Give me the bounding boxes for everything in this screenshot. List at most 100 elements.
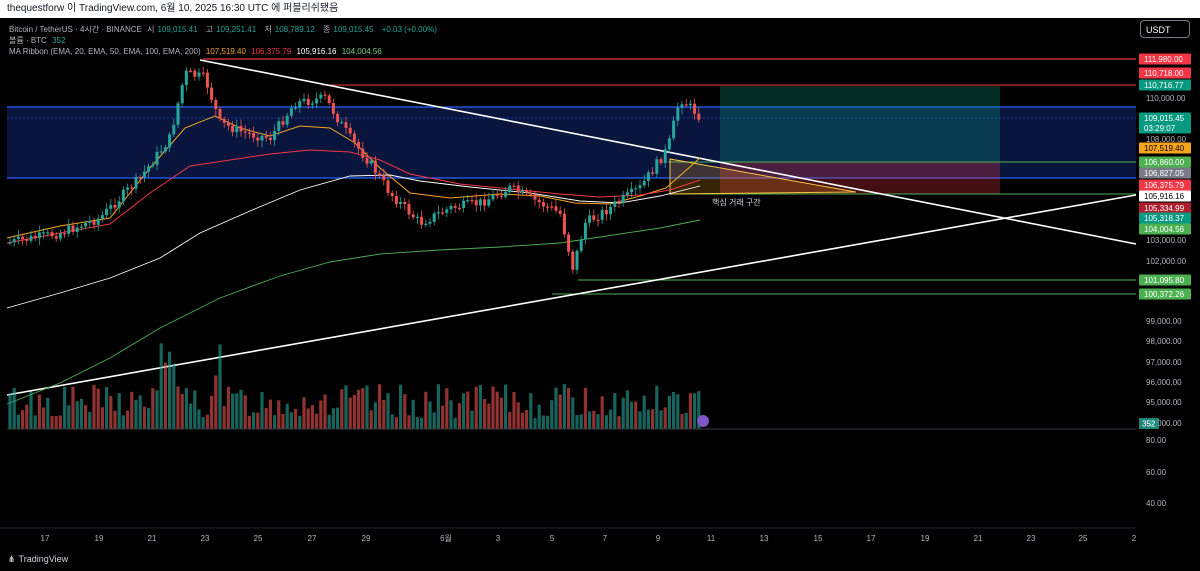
volume-bar — [483, 399, 487, 429]
time-tick: 13 — [760, 534, 769, 543]
ohlc-close: 종 109,015.45 — [323, 25, 374, 34]
volume-bar — [336, 407, 340, 429]
ma-ribbon-label[interactable]: MA Ribbon (EMA, 20, EMA, 50, EMA, 100, E… — [9, 47, 201, 56]
candle-body — [197, 72, 201, 77]
candle-body — [163, 147, 167, 152]
ma-value-50: 106,375.79 — [251, 47, 292, 56]
volume-bar — [197, 409, 201, 429]
volume-bar — [588, 411, 592, 429]
candle-body — [117, 201, 121, 208]
price-label-bg — [1139, 79, 1191, 91]
candle-body — [525, 190, 529, 193]
candle-body — [168, 134, 172, 148]
footer-brand[interactable]: ⋔ TradingView — [8, 554, 68, 565]
time-tick: 15 — [814, 534, 823, 543]
volume-bar — [697, 391, 701, 429]
candle-body — [504, 192, 508, 197]
ema-20-line — [6, 115, 701, 239]
key-zone-triangle — [669, 158, 857, 195]
volume-bar — [357, 389, 361, 429]
candle-body — [394, 196, 398, 205]
time-tick: 19 — [921, 534, 930, 543]
candle-body — [205, 72, 209, 88]
price-chart-svg[interactable]: 110,000.00 108,000.00 103,000.00 102,000.00… — [0, 18, 1200, 571]
candle-body — [399, 201, 403, 205]
volume-bar — [285, 403, 289, 429]
volume-bar — [541, 415, 545, 429]
volume-bar — [441, 405, 445, 429]
volume-bar — [457, 403, 461, 429]
candle-body — [415, 216, 419, 219]
volume-bar — [21, 410, 25, 429]
volume-bar — [277, 400, 281, 429]
symbol-label[interactable]: Bitcoin / TetherUS · 4시간 · BINANCE — [9, 25, 142, 34]
time-tick: 17 — [41, 534, 50, 543]
volume-bar — [84, 405, 88, 429]
candle-body — [693, 103, 697, 114]
candle-body — [277, 121, 281, 132]
volume-bar — [436, 384, 440, 429]
volume-bar — [609, 409, 613, 429]
volume-bar — [512, 391, 516, 429]
candle-body — [155, 151, 159, 165]
candle-body — [651, 172, 655, 174]
volume-badge-bg — [1139, 418, 1159, 429]
volume-label[interactable]: 볼륨 · BTC — [9, 36, 47, 45]
price-label-text: 03:29:07 — [1144, 124, 1176, 133]
volume-bar — [546, 415, 550, 429]
volume-bar — [184, 388, 188, 429]
publish-header: thequestforw 이 TradingView.com, 6월 10, 2… — [0, 0, 1200, 18]
volume-bar — [260, 392, 264, 429]
candle-body — [147, 166, 151, 172]
candle-body — [659, 159, 663, 163]
volume-bar — [210, 395, 214, 429]
candle-body — [625, 192, 629, 196]
time-tick: 21 — [148, 534, 157, 543]
volume-bar — [239, 389, 243, 429]
volume-bar — [676, 394, 680, 429]
chart-area[interactable]: 110,000.00 108,000.00 103,000.00 102,000.00… — [0, 18, 1200, 571]
descending-trendline — [199, 59, 1137, 245]
volume-bar — [411, 399, 415, 429]
candle-body — [537, 199, 541, 203]
volume-bar — [558, 394, 562, 429]
price-label-bg — [1139, 167, 1191, 179]
candle-body — [29, 235, 33, 241]
candle-body — [571, 251, 575, 270]
volume-bar — [537, 404, 541, 429]
candle-body — [50, 232, 54, 237]
volume-bar — [109, 396, 113, 429]
volume-bar — [684, 412, 688, 429]
volume-bar — [37, 394, 41, 429]
candle-body — [25, 239, 29, 241]
currency-button[interactable]: USDT — [1140, 20, 1190, 38]
volume-bar — [281, 413, 285, 429]
volume-bar — [415, 417, 419, 429]
volume-bar — [63, 387, 67, 429]
volume-bar — [155, 390, 159, 429]
candle-body — [231, 125, 235, 133]
highlight-zone — [7, 107, 1136, 178]
volume-bar — [373, 402, 377, 429]
price-label-text: 106,860.00 — [1144, 158, 1185, 167]
candle-body — [621, 195, 625, 203]
candle-body — [600, 209, 604, 220]
volume-bar — [58, 415, 62, 429]
volume-bar — [130, 391, 134, 429]
candle-body — [289, 108, 293, 116]
volume-bar — [567, 387, 571, 429]
volume-bar — [646, 409, 650, 429]
candle-body — [411, 214, 415, 218]
volume-bar — [352, 395, 356, 429]
candle-body — [340, 122, 344, 124]
candle-body — [520, 190, 524, 193]
price-label-text: 107,519.40 — [1144, 144, 1185, 153]
candle-body — [348, 127, 352, 134]
candle-body — [113, 204, 117, 208]
volume-bar — [256, 412, 260, 429]
candle-body — [189, 70, 193, 72]
candle-body — [499, 195, 503, 197]
candle-body — [323, 94, 327, 96]
candle-body — [436, 212, 440, 214]
candle-body — [663, 149, 667, 163]
